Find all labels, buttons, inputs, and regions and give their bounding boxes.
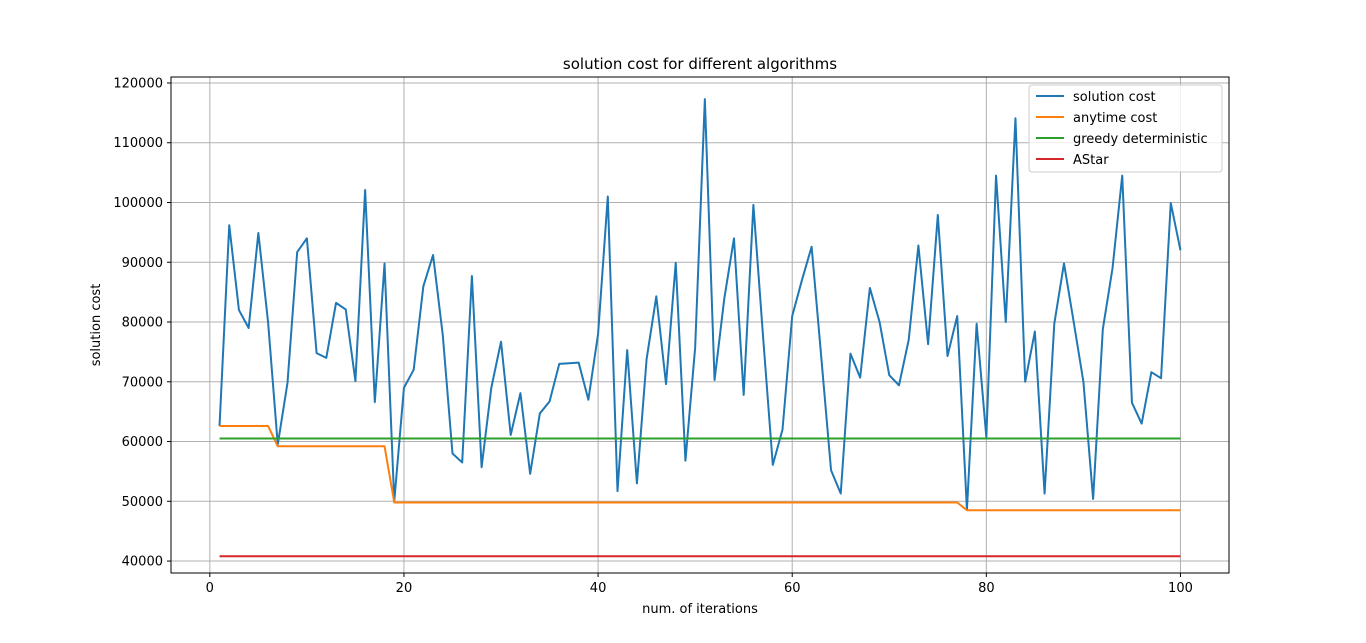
y-axis-ticks: 40000 50000 60000 70000 80000 90000 100000 1100… — [113, 76, 171, 570]
legend: solution cost anytime cost greedy determin… — [1028, 84, 1223, 173]
legend-box — [1028, 84, 1223, 173]
y-tick-label: 80000 — [122, 316, 163, 331]
x-tick-label: 60 — [784, 581, 801, 596]
chart-title: solution cost for different algorithms — [563, 55, 837, 73]
y-tick-label: 90000 — [122, 256, 163, 271]
y-tick-label: 50000 — [122, 495, 163, 510]
x-tick-label: 100 — [1168, 581, 1193, 596]
y-tick-label: 40000 — [122, 555, 163, 570]
y-tick-label: 100000 — [113, 196, 163, 211]
legend-label-anytime-cost: anytime cost — [1073, 111, 1157, 126]
plot-area-frame — [170, 76, 1230, 574]
y-tick-label: 70000 — [122, 375, 163, 390]
legend-label-greedy-deterministic: greedy deterministic — [1073, 132, 1208, 147]
y-axis-label: solution cost — [89, 284, 104, 367]
x-axis-label: num. of iterations — [642, 602, 758, 617]
x-tick-label: 40 — [590, 581, 607, 596]
series-line-solution-cost — [218, 98, 1182, 511]
y-tick-label: 60000 — [122, 435, 163, 450]
legend-label-solution-cost: solution cost — [1073, 90, 1156, 105]
x-axis-ticks: 0 20 40 60 80 100 — [206, 573, 1193, 596]
series-lines — [218, 98, 1182, 558]
legend-label-astar: AStar — [1073, 153, 1109, 168]
series-line-anytime-cost — [219, 424, 1181, 512]
y-tick-label: 120000 — [113, 76, 163, 91]
x-tick-label: 20 — [396, 581, 413, 596]
y-tick-label: 110000 — [113, 136, 163, 151]
x-tick-label: 0 — [206, 581, 214, 596]
x-tick-label: 80 — [978, 581, 995, 596]
